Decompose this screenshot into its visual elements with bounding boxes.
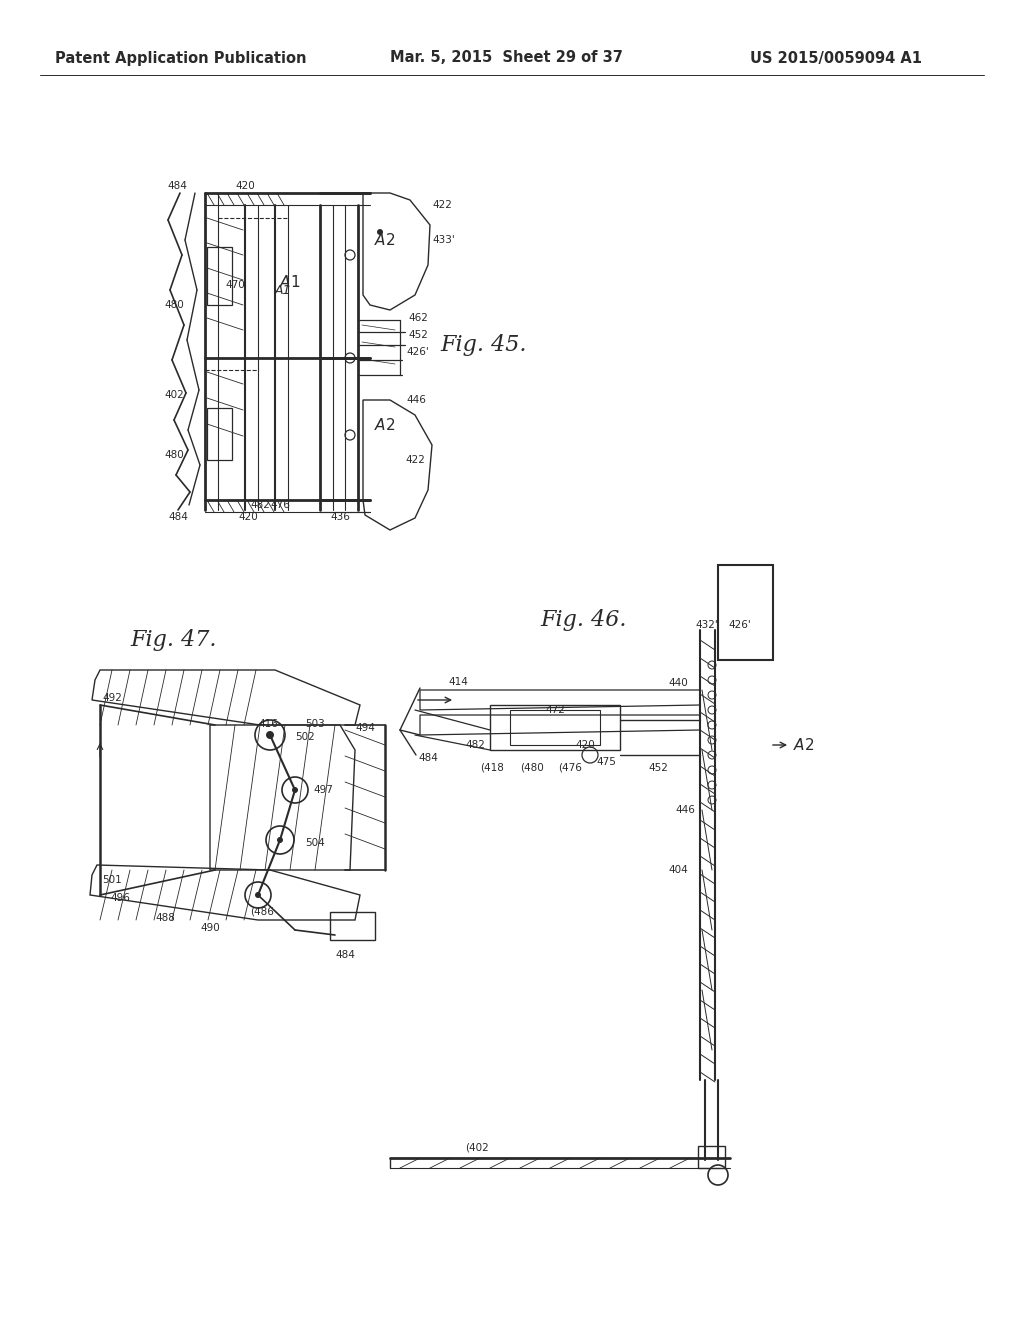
Text: 452: 452 [648,763,668,774]
Text: $\mathit{A2}$: $\mathit{A2}$ [793,737,814,752]
Text: 492: 492 [102,693,122,704]
Circle shape [292,787,298,793]
Text: 484: 484 [168,512,187,521]
Text: 502: 502 [295,733,314,742]
Text: 503: 503 [305,719,325,729]
Bar [330,912,375,940]
Text: $\mathit{A2}$: $\mathit{A2}$ [375,417,395,433]
Text: Fig. 46.: Fig. 46. [540,609,627,631]
Text: 484: 484 [167,181,186,191]
Text: 433': 433' [432,235,455,246]
Bar [698,1146,725,1168]
Text: 504: 504 [305,838,325,847]
Text: (476: (476 [558,763,582,774]
Text: 470: 470 [225,280,245,290]
Text: 476: 476 [270,500,290,510]
Text: US 2015/0059094 A1: US 2015/0059094 A1 [750,50,922,66]
Text: 422: 422 [432,201,452,210]
Text: 488: 488 [155,913,175,923]
Circle shape [255,892,261,898]
Text: (402: (402 [465,1143,488,1152]
Text: 426': 426' [406,347,429,356]
Text: 475: 475 [596,756,615,767]
Text: 440: 440 [668,678,688,688]
Text: 414: 414 [449,677,468,686]
Text: $\mathit{A1}$: $\mathit{A1}$ [280,275,301,290]
Text: 490: 490 [200,923,220,933]
Text: Mar. 5, 2015  Sheet 29 of 37: Mar. 5, 2015 Sheet 29 of 37 [390,50,623,66]
Text: 404: 404 [668,865,688,875]
Text: 420: 420 [238,512,258,521]
Text: Fig. 45.: Fig. 45. [440,334,526,356]
Text: 422: 422 [406,455,425,465]
Circle shape [377,228,383,235]
Text: 494: 494 [355,723,375,733]
Text: 484: 484 [335,950,355,960]
Bar [207,247,232,305]
Text: (418: (418 [480,763,504,774]
Text: 416: 416 [258,719,278,729]
Text: 496: 496 [110,894,130,903]
Text: A1: A1 [275,284,292,297]
Text: 497: 497 [313,785,333,795]
Text: 426': 426' [728,620,751,630]
Text: 482: 482 [465,741,485,750]
Text: $\mathit{A2}$: $\mathit{A2}$ [375,232,395,248]
Text: 452: 452 [408,330,428,341]
Text: Patent Application Publication: Patent Application Publication [55,50,306,66]
Circle shape [266,731,274,739]
Text: 446: 446 [675,805,695,814]
Circle shape [278,837,283,843]
Text: 402: 402 [164,389,183,400]
Text: 462: 462 [408,313,428,323]
Text: 432': 432' [695,620,718,630]
Bar [207,408,232,459]
Text: 436: 436 [330,512,350,521]
Text: 446: 446 [406,395,426,405]
Bar [718,565,773,660]
Text: 484: 484 [418,752,438,763]
Bar [490,705,620,750]
Text: 501: 501 [102,875,122,884]
Text: 482: 482 [250,500,270,510]
Text: Fig. 47.: Fig. 47. [130,630,216,651]
Text: (480: (480 [520,763,544,774]
Text: (486: (486 [250,907,273,917]
Text: 472: 472 [545,705,565,715]
Text: 480: 480 [164,450,183,459]
Text: 420: 420 [575,741,595,750]
Bar [510,710,600,744]
Text: 420: 420 [234,181,255,191]
Text: 480: 480 [164,300,183,310]
